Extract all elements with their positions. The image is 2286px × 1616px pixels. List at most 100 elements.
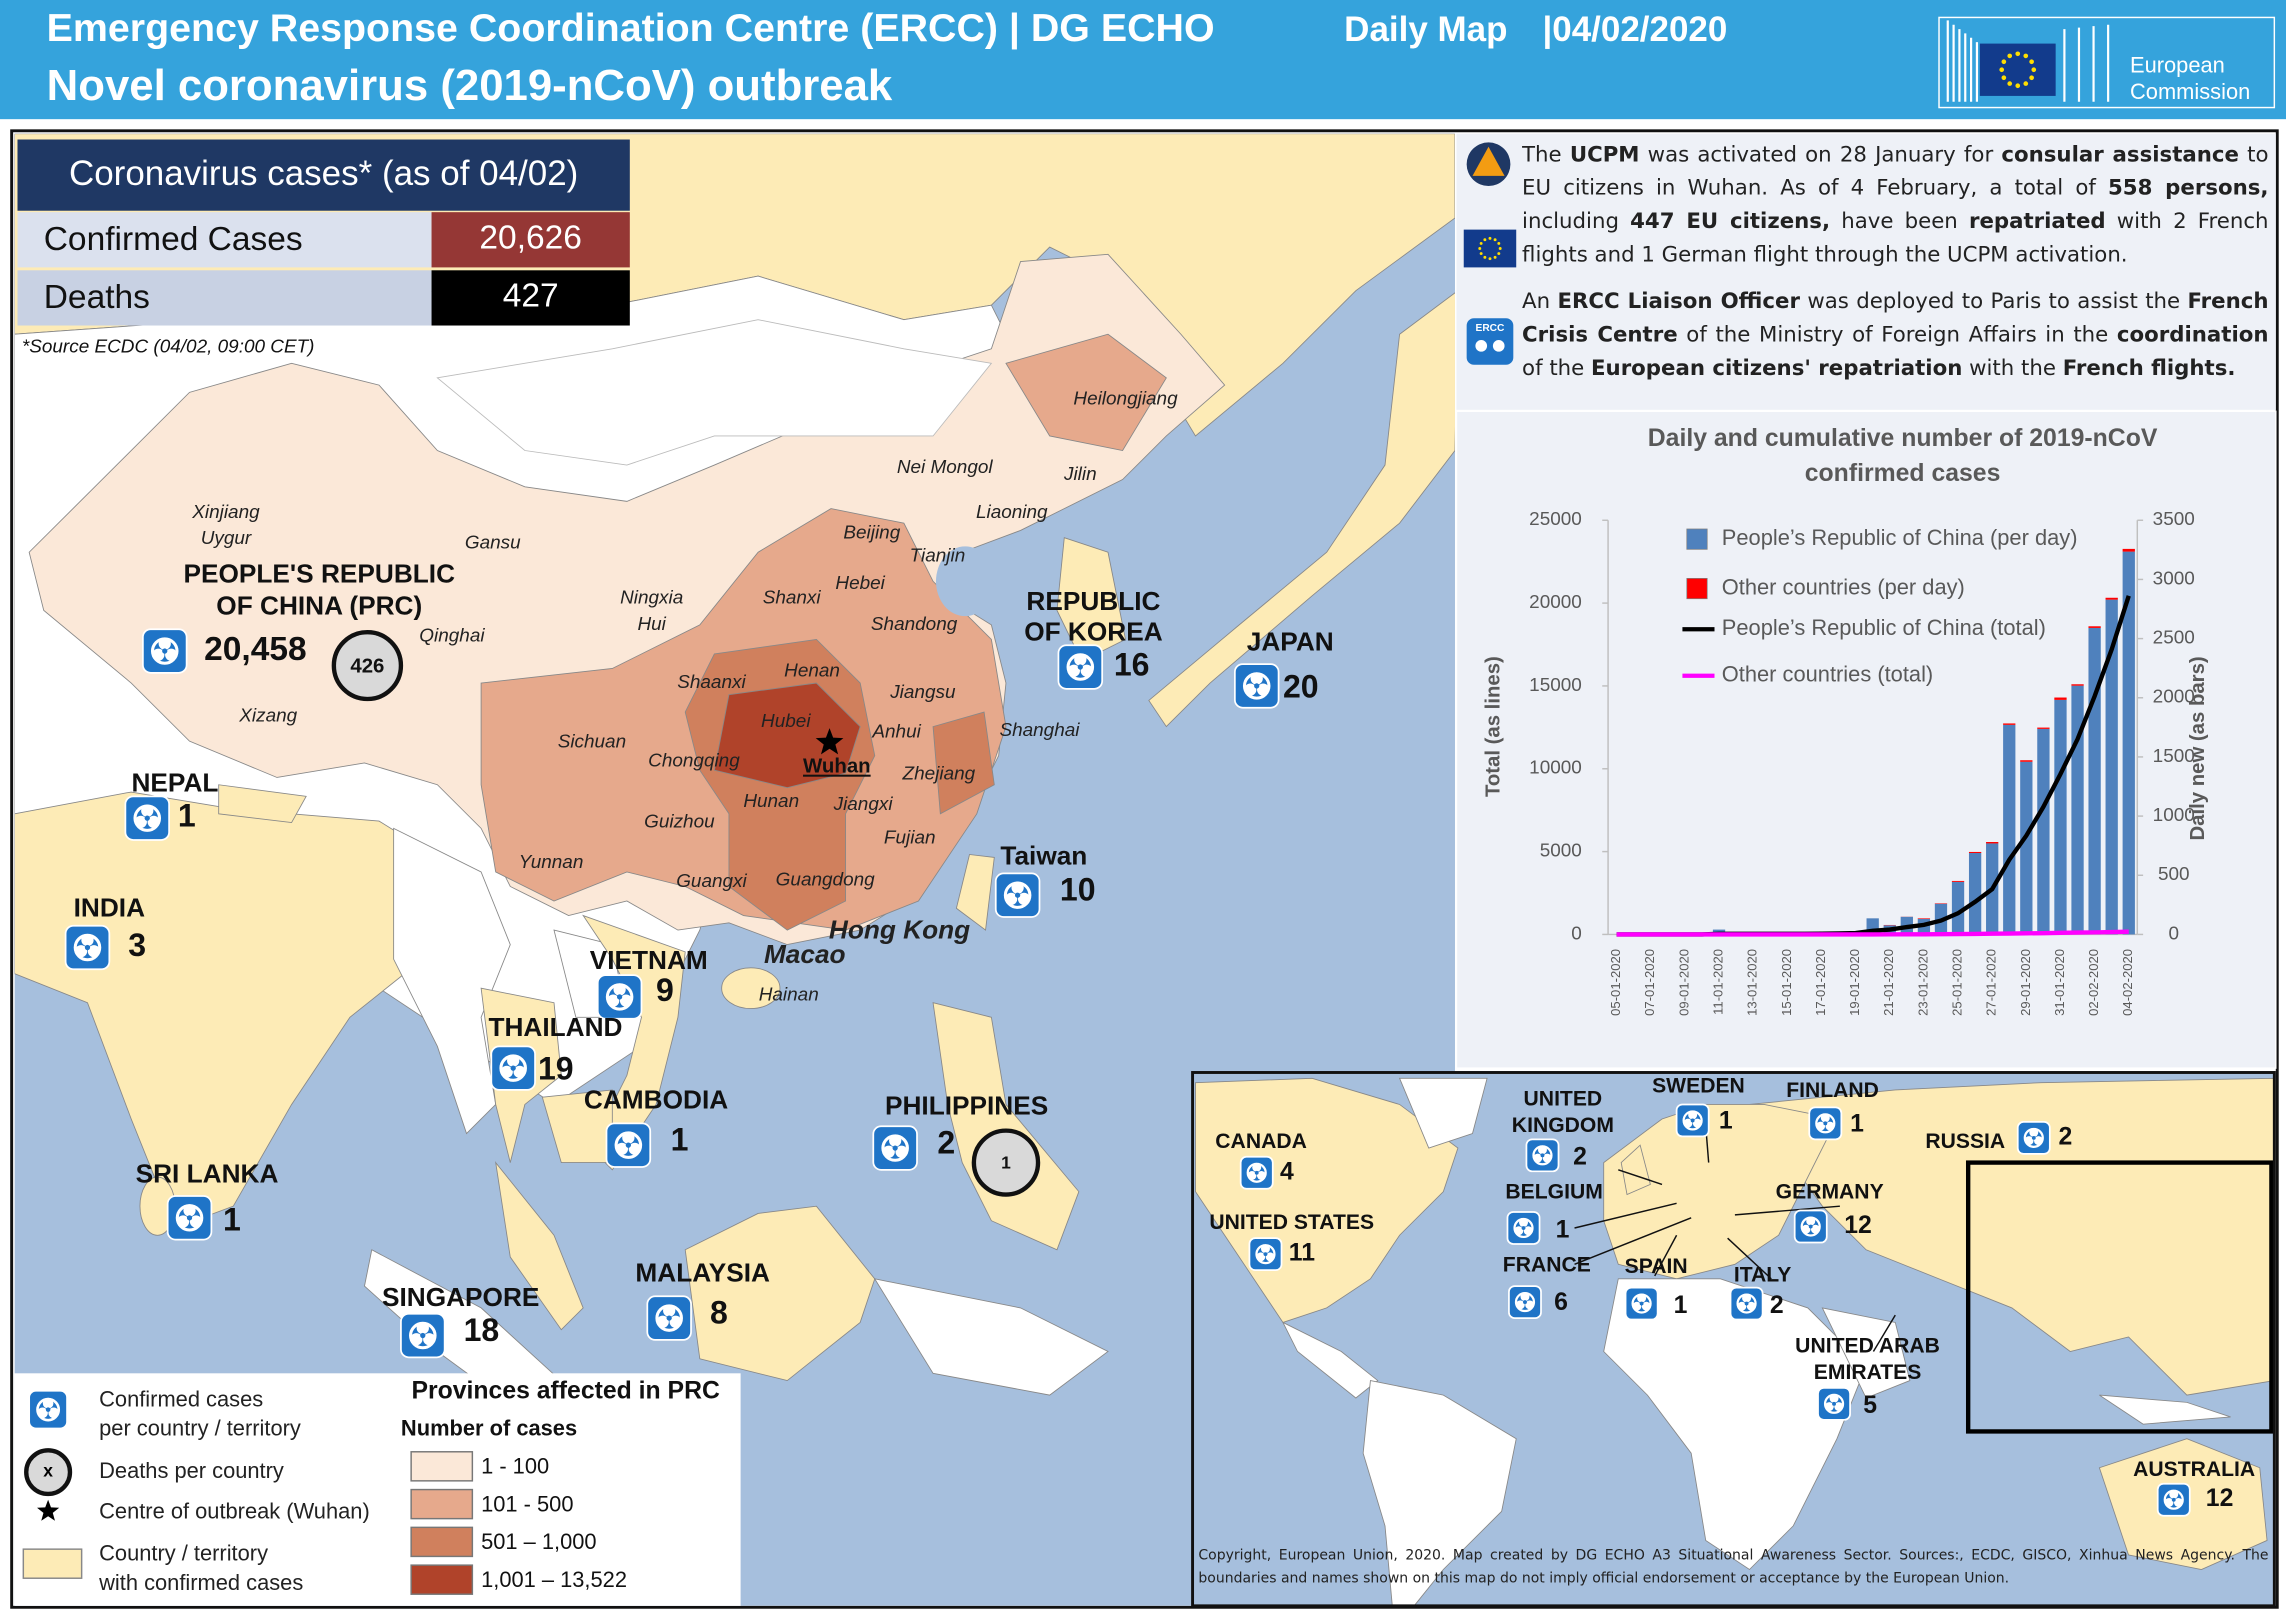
country-name: OF KOREA	[1024, 617, 1163, 647]
icon-core	[1254, 683, 1260, 689]
legend-death-circle	[24, 1448, 73, 1497]
bar	[2054, 697, 2067, 700]
bar	[2105, 597, 2118, 600]
info-segment: consular assistance	[2001, 142, 2239, 168]
ucpm-triangle	[1472, 146, 1505, 176]
icon-lobe	[42, 1397, 54, 1409]
eu-star	[1493, 255, 1497, 259]
inset-indonesia	[2099, 1394, 2231, 1425]
legend-class-swatch	[410, 1564, 474, 1595]
province-label: Guangdong	[776, 870, 875, 891]
icon-lobe	[1257, 683, 1270, 696]
info-segment: 558 persons,	[2107, 175, 2269, 201]
country-name: OF CHINA (PRC)	[216, 590, 422, 620]
info-segment: of the Ministry of Foreign Affairs in th…	[1677, 322, 2117, 348]
country-name: Taiwan	[1000, 840, 1087, 870]
y-tick-label: 10000	[1529, 758, 1582, 779]
country-name: VIETNAM	[590, 945, 708, 975]
y-tick-label: 0	[1571, 923, 1582, 944]
icon-core	[84, 944, 91, 951]
land-malaysia	[495, 1161, 584, 1331]
country-name: SINGAPORE	[382, 1282, 539, 1312]
country-cases: 9	[656, 972, 674, 1008]
legend-death-symbol: x	[43, 1461, 53, 1481]
header-band	[0, 0, 2286, 120]
header-date: |04/02/2020	[1542, 10, 1727, 49]
country-name: SRI LANKA	[136, 1159, 279, 1189]
province-label: Yunnan	[519, 852, 584, 873]
y2-tick-label: 3000	[2153, 568, 2195, 589]
y-axis-label: Total (as lines)	[1483, 656, 1505, 797]
icon-lobe	[1523, 1226, 1533, 1236]
icon-core	[1690, 1118, 1695, 1123]
icon-core	[144, 815, 150, 821]
leader-line	[1618, 1169, 1663, 1186]
case-icon	[64, 924, 111, 971]
icon-lobe	[1632, 1301, 1642, 1311]
leader-line	[1734, 1205, 1840, 1216]
case-icon	[1233, 663, 1280, 709]
copyright: Copyright, European Union, 2020. Map cre…	[1198, 1547, 2269, 1587]
case-icon	[1508, 1285, 1542, 1319]
icon-lobe	[2034, 1136, 2043, 1146]
icon-lobe	[1692, 1118, 1702, 1128]
info-segment: European citizens' repatriation	[1591, 356, 1963, 381]
inset-country-name: GERMANY	[1776, 1181, 1884, 1204]
info-segment: to EU citizens in Wuhan. As of 4 Februar…	[1522, 142, 2269, 201]
legend-text: Country / territory	[99, 1541, 268, 1566]
province-label: Ningxia	[620, 588, 683, 609]
country-cases: 1	[178, 798, 196, 834]
icon-lobe	[1514, 1226, 1524, 1236]
case-icon	[1817, 1386, 1851, 1421]
inset-south-america	[1362, 1380, 1517, 1606]
icon-lobe	[1824, 1402, 1834, 1412]
y2-tick-label: 500	[2158, 864, 2190, 885]
eu-star	[1479, 241, 1483, 245]
icon-lobe	[1525, 1300, 1535, 1310]
case-icon	[1248, 1237, 1283, 1272]
case-icon	[1624, 1286, 1659, 1321]
bar	[2003, 723, 2016, 725]
info-segment: with the	[1962, 356, 2063, 381]
bar	[1968, 851, 1982, 854]
y2-axis-label: Daily new (as bars)	[2187, 656, 2209, 840]
icon-lobe	[1533, 1153, 1543, 1163]
icon-lobe	[1641, 1301, 1651, 1311]
x-tick-label: 23-01-2020	[1915, 949, 1930, 1016]
y2-tick-label: 1000	[2153, 805, 2195, 826]
eu-star	[2015, 83, 2021, 89]
table-source: *Source ECDC (04/02, 09:00 CET)	[22, 336, 315, 357]
inset-country-name: RUSSIA	[1925, 1130, 2005, 1153]
province-label: Beijing	[843, 522, 900, 543]
province-label: Chongqing	[648, 751, 740, 772]
province-label: Sichuan	[558, 732, 626, 753]
case-icon	[646, 1295, 692, 1341]
icon-lobe	[1816, 1121, 1826, 1131]
eu-star	[1483, 255, 1487, 259]
icon-lobe	[176, 1215, 190, 1228]
inset-asia	[1748, 1077, 2275, 1396]
province-label: Xizang	[238, 705, 297, 726]
case-icon	[1808, 1106, 1843, 1141]
icon-lobe	[1260, 1244, 1270, 1254]
chart-title: Daily and cumulative number of 2019-nCoV…	[1647, 424, 2158, 487]
icon-lobe	[1688, 1110, 1698, 1120]
eu-star	[1497, 241, 1501, 245]
icon-lobe	[1742, 1293, 1752, 1303]
legend-label: People’s Republic of China (per day)	[1722, 525, 2078, 550]
case-icon	[1525, 1138, 1560, 1173]
icon-lobe	[1011, 881, 1024, 894]
case-icon	[1239, 1155, 1274, 1190]
bar	[2003, 724, 2016, 935]
icon-lobe	[1250, 672, 1263, 685]
legend-text: Confirmed cases	[99, 1387, 263, 1412]
case-icon	[142, 628, 188, 674]
icon-lobe	[619, 994, 633, 1007]
x-tick-label: 02-02-2020	[2086, 949, 2101, 1016]
icon-core	[1744, 1301, 1749, 1306]
y2-tick-label: 3500	[2153, 509, 2195, 530]
inset-country-name: KINGDOM	[1512, 1114, 1614, 1137]
inset-country-name: UNITED ARAB	[1795, 1335, 1940, 1358]
header-title: Emergency Response Coordination Centre (…	[47, 6, 1215, 50]
